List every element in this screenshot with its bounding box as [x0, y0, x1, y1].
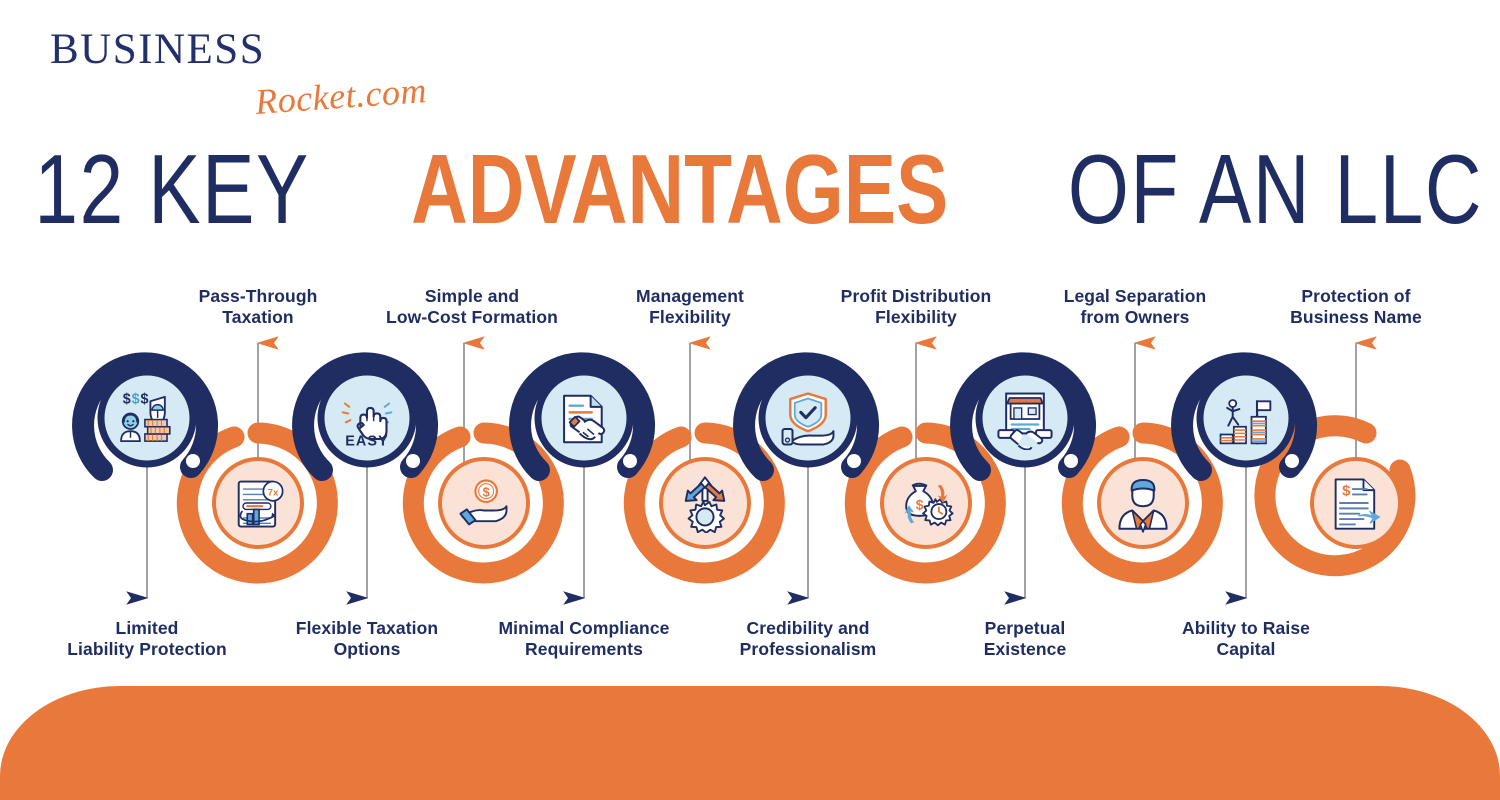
top-label-3: Management Flexibility: [636, 286, 744, 328]
bottom-label-3: Minimal Compliance Requirements: [498, 618, 670, 660]
navy-badge-1[interactable]: [72, 352, 219, 481]
title-part-1: 12 KEY: [34, 134, 310, 244]
top-label-6: Protection of Business Name: [1290, 286, 1422, 328]
connector-arrows: [126, 336, 1377, 605]
navy-badge-2[interactable]: [292, 352, 439, 481]
bottom-label-6: Ability to Raise Capital: [1181, 618, 1310, 660]
navy-badge-5[interactable]: [950, 352, 1097, 481]
connector-dot: [1064, 454, 1078, 468]
top-label-5: Legal Separation from Owners: [1063, 286, 1207, 328]
title-part-2: ADVANTAGES: [411, 134, 949, 244]
connector-dot: [847, 454, 861, 468]
bottom-label-5: Perpetual Existence: [983, 618, 1067, 660]
bottom-label-4: Credibility and Professionalism: [739, 618, 877, 660]
navy-badges: [72, 352, 1318, 481]
navy-badge-4[interactable]: [733, 352, 880, 481]
top-label-1: Pass-Through Taxation: [198, 286, 318, 328]
chart-report-icon: [237, 480, 284, 528]
footer-band: [0, 686, 1500, 800]
brand-name-top: BUSINESS: [50, 26, 266, 73]
document-handshake-icon: [562, 394, 606, 444]
orange-badges: [176, 415, 1416, 584]
navy-badge-6[interactable]: [1171, 352, 1318, 481]
arrow-down: [126, 455, 1248, 605]
connector-dot: [623, 454, 637, 468]
bottom-label-2: Flexible Taxation Options: [295, 618, 439, 660]
brand-logo: BUSINESS Rocket.com: [50, 28, 470, 123]
navy-badge-3[interactable]: [509, 352, 656, 481]
connector-dot: [1285, 454, 1299, 468]
connector-dot: [406, 454, 420, 468]
page-title: 12 KEY ADVANTAGES OF AN LLC: [0, 140, 1500, 238]
top-label-4: Profit Distribution Flexibility: [840, 286, 992, 328]
shield-check-hand-icon: [780, 391, 836, 447]
top-label-2: Simple and Low-Cost Formation: [386, 286, 558, 328]
connector-dot: [186, 454, 200, 468]
bottom-label-1: Limited Liability Protection: [67, 618, 227, 660]
orange-badge-6[interactable]: [1254, 415, 1416, 577]
title-part-3: OF AN LLC: [1067, 134, 1484, 244]
arrow-up: [256, 336, 1377, 470]
